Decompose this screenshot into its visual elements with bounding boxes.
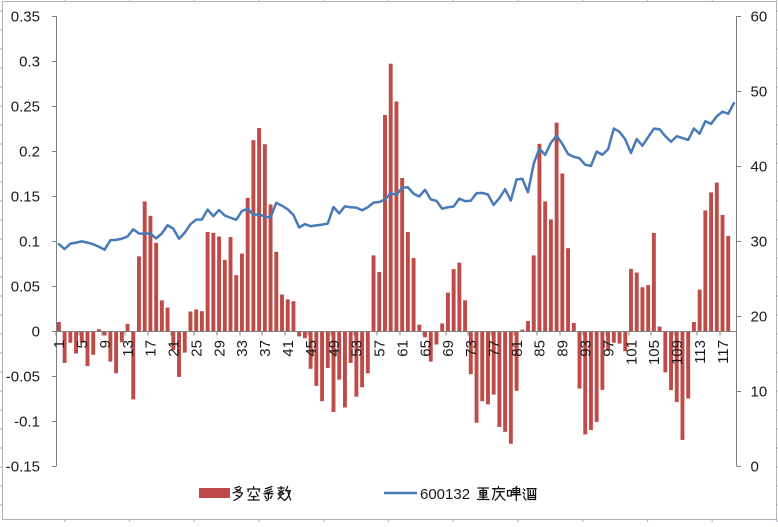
svg-text:105: 105: [646, 340, 663, 365]
svg-text:9: 9: [97, 340, 114, 348]
svg-text:33: 33: [234, 340, 251, 357]
svg-text:89: 89: [555, 340, 572, 357]
svg-text:13: 13: [120, 340, 137, 357]
svg-text:0.25: 0.25: [11, 98, 40, 115]
svg-text:1: 1: [51, 340, 68, 348]
svg-text:-0.05: -0.05: [6, 368, 40, 385]
svg-text:61: 61: [394, 340, 411, 357]
svg-text:21: 21: [166, 340, 183, 357]
svg-text:69: 69: [440, 340, 457, 357]
svg-text:57: 57: [372, 340, 389, 357]
svg-text:30: 30: [751, 233, 768, 250]
svg-text:60: 60: [751, 8, 768, 25]
svg-text:40: 40: [751, 158, 768, 175]
svg-text:0: 0: [32, 323, 40, 340]
svg-text:97: 97: [600, 340, 617, 357]
svg-text:-0.1: -0.1: [14, 413, 40, 430]
svg-text:25: 25: [188, 340, 205, 357]
svg-text:45: 45: [303, 340, 320, 357]
svg-text:10: 10: [751, 383, 768, 400]
svg-text:50: 50: [751, 83, 768, 100]
svg-text:20: 20: [751, 308, 768, 325]
svg-text:0.05: 0.05: [11, 278, 40, 295]
svg-text:-0.15: -0.15: [6, 458, 40, 475]
svg-text:5: 5: [74, 340, 91, 348]
svg-text:101: 101: [623, 340, 640, 365]
svg-text:117: 117: [715, 340, 732, 364]
svg-text:113: 113: [692, 340, 709, 364]
svg-text:29: 29: [211, 340, 228, 357]
svg-text:37: 37: [257, 340, 274, 357]
svg-text:85: 85: [532, 340, 549, 357]
svg-text:49: 49: [326, 340, 343, 357]
svg-text:17: 17: [143, 340, 160, 357]
svg-text:93: 93: [578, 340, 595, 357]
svg-text:0.1: 0.1: [19, 233, 40, 250]
svg-text:0: 0: [751, 458, 759, 475]
svg-text:53: 53: [349, 340, 366, 357]
svg-text:109: 109: [669, 340, 686, 365]
svg-text:81: 81: [509, 340, 526, 357]
svg-text:65: 65: [417, 340, 434, 357]
svg-text:0.35: 0.35: [11, 8, 40, 25]
svg-text:41: 41: [280, 340, 297, 357]
svg-text:73: 73: [463, 340, 480, 357]
svg-text:0.3: 0.3: [19, 53, 40, 70]
svg-text:0.15: 0.15: [11, 188, 40, 205]
svg-text:77: 77: [486, 340, 503, 357]
svg-text:600132: 600132: [420, 486, 470, 503]
svg-text:0.2: 0.2: [19, 143, 40, 160]
